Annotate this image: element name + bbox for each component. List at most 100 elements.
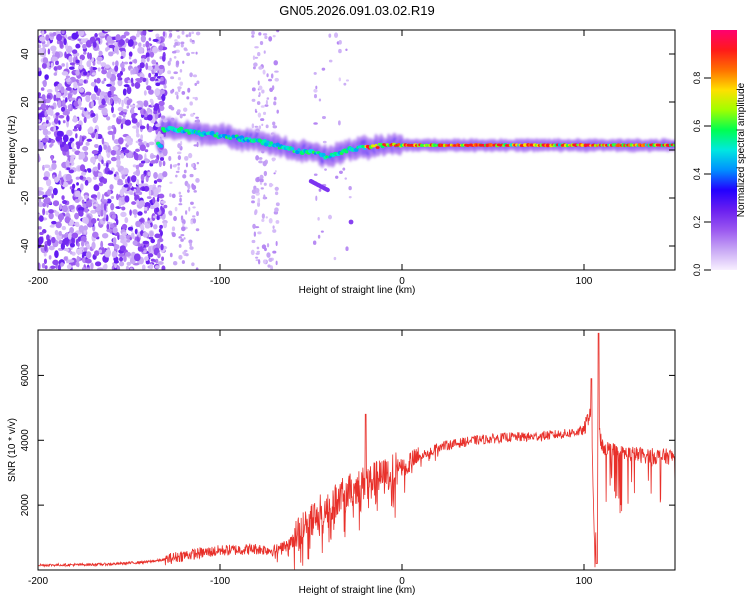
noise-blob — [101, 98, 106, 106]
noise-blob — [153, 259, 156, 263]
noise-blob — [275, 202, 280, 207]
noise-blob — [134, 81, 141, 89]
noise-blob — [153, 110, 158, 115]
noise-blob — [275, 240, 278, 247]
noise-blob — [75, 59, 80, 64]
noise-blob — [62, 110, 70, 116]
noise-blob — [255, 256, 259, 259]
noise-blob — [101, 80, 105, 84]
noise-blob — [103, 78, 107, 82]
noise-blob — [169, 163, 173, 170]
noise-blob — [84, 207, 89, 213]
noise-blob — [98, 104, 105, 109]
noise-blob — [123, 61, 129, 65]
noise-blob — [63, 256, 68, 261]
noise-blob — [178, 203, 183, 206]
noise-blob — [156, 240, 161, 248]
noise-blob — [85, 141, 90, 146]
noise-blob — [119, 245, 126, 252]
noise-blob — [191, 31, 195, 34]
noise-blob — [67, 232, 73, 240]
noise-blob — [154, 72, 159, 77]
ridge-core-seg — [246, 139, 251, 143]
noise-blob — [116, 193, 119, 201]
noise-blob — [118, 47, 126, 51]
noise-blob — [257, 259, 261, 265]
noise-blob — [138, 42, 142, 48]
noise-blob — [270, 73, 274, 79]
noise-blob — [251, 200, 255, 204]
noise-blob — [97, 153, 102, 161]
noise-blob — [129, 104, 136, 108]
noise-blob — [53, 66, 58, 71]
noise-blob — [255, 252, 260, 255]
noise-blob — [46, 94, 51, 100]
noise-blob — [256, 246, 260, 250]
noise-blob — [108, 51, 114, 57]
noise-blob — [180, 215, 184, 220]
noise-blob — [160, 76, 164, 82]
noise-blob — [177, 166, 180, 171]
noise-blob — [313, 93, 318, 99]
noise-blob — [49, 108, 54, 117]
noise-blob — [61, 71, 69, 76]
noise-blob — [53, 72, 58, 76]
noise-blob — [258, 32, 262, 36]
noise-blob — [48, 212, 54, 220]
noise-blob — [93, 166, 98, 172]
noise-blob — [149, 230, 154, 238]
noise-blob — [149, 160, 157, 164]
noise-blob — [133, 253, 141, 262]
noise-blob — [263, 50, 266, 54]
noise-blob — [71, 183, 76, 189]
noise-blob — [189, 173, 194, 178]
noise-blob — [75, 176, 80, 180]
noise-blob — [274, 77, 279, 82]
noise-blob — [105, 166, 109, 172]
noise-blob — [93, 85, 99, 93]
noise-blob — [83, 225, 88, 231]
noise-blob — [38, 201, 44, 208]
noise-blob — [342, 167, 346, 171]
noise-blob — [93, 206, 96, 210]
noise-blob — [321, 67, 326, 71]
noise-blob — [124, 195, 130, 203]
noise-blob — [54, 250, 59, 259]
noise-blob — [42, 202, 47, 208]
noise-blob — [67, 105, 71, 111]
noise-blob — [109, 97, 113, 105]
y-tick-label: 0 — [20, 147, 31, 153]
noise-blob — [148, 246, 151, 253]
noise-blob — [55, 112, 60, 116]
secondary-branch-seg — [348, 219, 354, 225]
noise-blob — [139, 144, 146, 152]
noise-blob — [142, 240, 150, 245]
noise-blob — [189, 246, 194, 250]
noise-blob — [74, 222, 77, 226]
noise-blob — [251, 123, 255, 129]
noise-blob — [107, 170, 114, 175]
noise-blob — [75, 261, 80, 267]
noise-blob — [69, 62, 75, 66]
noise-blob — [48, 245, 55, 251]
noise-blob — [53, 94, 57, 102]
noise-blob — [78, 87, 85, 93]
noise-blob — [118, 253, 125, 258]
noise-blob — [186, 96, 190, 100]
noise-blob — [268, 218, 273, 224]
noise-blob — [91, 72, 97, 76]
noise-blob — [113, 126, 117, 135]
ridge-core-seg — [185, 129, 190, 133]
noise-blob — [102, 264, 107, 270]
noise-blob — [170, 89, 174, 94]
colorbar-tick-label: 0.2 — [692, 216, 702, 229]
noise-blob — [123, 31, 130, 36]
noise-blob — [143, 109, 146, 114]
noise-blob — [85, 114, 92, 119]
noise-blob — [52, 200, 60, 207]
noise-blob — [119, 189, 125, 197]
noise-blob — [176, 109, 181, 113]
noise-blob — [344, 177, 347, 180]
noise-blob — [180, 234, 185, 237]
noise-blob — [109, 184, 114, 190]
